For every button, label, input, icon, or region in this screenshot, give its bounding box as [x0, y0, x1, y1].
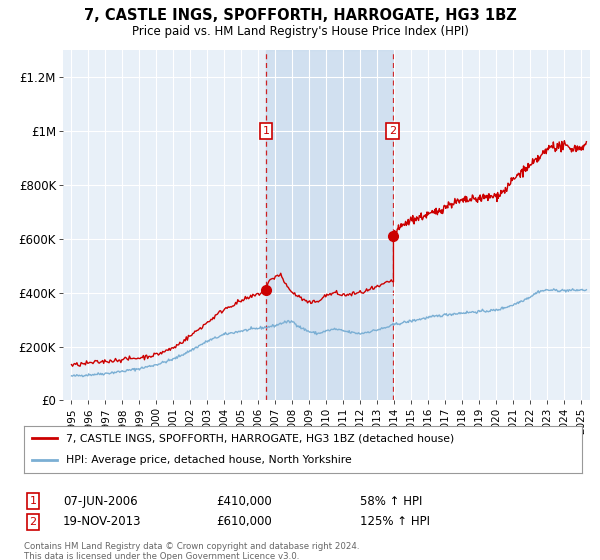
Text: 19-NOV-2013: 19-NOV-2013: [63, 515, 142, 529]
Text: 2: 2: [389, 126, 396, 136]
Text: 7, CASTLE INGS, SPOFFORTH, HARROGATE, HG3 1BZ (detached house): 7, CASTLE INGS, SPOFFORTH, HARROGATE, HG…: [66, 433, 454, 444]
Text: 7, CASTLE INGS, SPOFFORTH, HARROGATE, HG3 1BZ: 7, CASTLE INGS, SPOFFORTH, HARROGATE, HG…: [83, 8, 517, 24]
Text: £610,000: £610,000: [216, 515, 272, 529]
Text: 1: 1: [29, 496, 37, 506]
Text: Price paid vs. HM Land Registry's House Price Index (HPI): Price paid vs. HM Land Registry's House …: [131, 25, 469, 38]
Text: 125% ↑ HPI: 125% ↑ HPI: [360, 515, 430, 529]
Text: 2: 2: [29, 517, 37, 527]
Text: 58% ↑ HPI: 58% ↑ HPI: [360, 494, 422, 508]
Bar: [266, 50, 392, 400]
Text: Contains HM Land Registry data © Crown copyright and database right 2024.
This d: Contains HM Land Registry data © Crown c…: [24, 542, 359, 560]
Text: 1: 1: [262, 126, 269, 136]
Text: HPI: Average price, detached house, North Yorkshire: HPI: Average price, detached house, Nort…: [66, 455, 352, 465]
Text: 07-JUN-2006: 07-JUN-2006: [63, 494, 137, 508]
Text: £410,000: £410,000: [216, 494, 272, 508]
